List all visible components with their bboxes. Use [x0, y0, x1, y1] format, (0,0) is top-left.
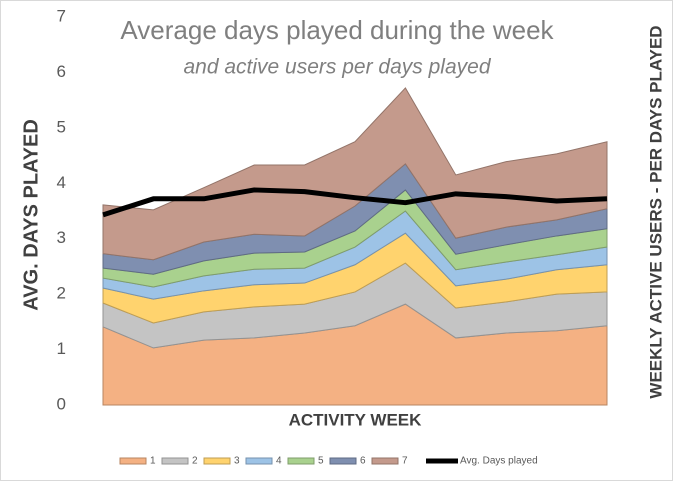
legend-label: 7 [402, 456, 408, 467]
chart-title: Average days played during the week [120, 15, 554, 45]
y2-axis-title: WEEKLY ACTIVE USERS - PER DAYS PLAYED [646, 25, 665, 398]
y-tick-label: 4 [57, 173, 66, 192]
y-tick-label: 2 [57, 284, 66, 303]
plot-area [102, 87, 608, 406]
legend-swatch [245, 457, 273, 465]
y-axis-title: AVG. DAYS PLAYED [20, 119, 42, 311]
y-tick-label: 6 [57, 62, 66, 81]
x-axis-title: ACTIVITY WEEK [289, 410, 423, 429]
y-tick-label: 0 [57, 394, 66, 413]
legend-swatch [119, 457, 147, 465]
area [102, 87, 608, 261]
y-tick-label: 5 [57, 117, 66, 136]
line [102, 187, 608, 218]
legend-label: 2 [192, 456, 198, 467]
legend-label: Avg. Days played [460, 456, 538, 467]
legend: 1 2 3 4 5 6 7 Avg. Days played [119, 456, 538, 467]
legend-swatch [287, 457, 315, 465]
legend-swatch [329, 457, 357, 465]
chart-subtitle: and active users per days played [183, 56, 491, 79]
legend-label: 5 [318, 456, 324, 467]
legend-label: 6 [360, 456, 366, 467]
legend-label: 4 [276, 456, 282, 467]
y-tick-label: 1 [57, 339, 66, 358]
legend-swatch [161, 457, 189, 465]
legend-label: 1 [150, 456, 156, 467]
legend-swatch [371, 457, 399, 465]
legend-swatch [203, 457, 231, 465]
y-tick-label: 3 [57, 228, 66, 247]
legend-label: 3 [234, 456, 240, 467]
y-tick-label: 7 [57, 6, 66, 25]
